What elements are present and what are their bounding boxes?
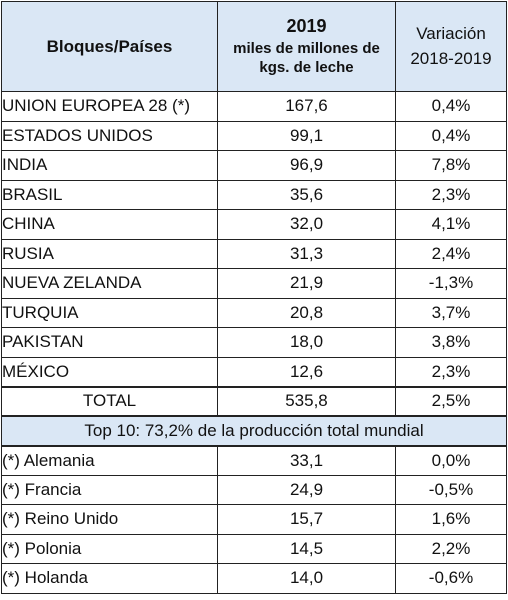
eu-row-variation: 0,0% [395,445,507,476]
eu-country-row: (*) Holanda 14,0 -0,6% [1,563,507,594]
eu-row-name: (*) Holanda [1,563,218,594]
eu-row-value: 33,1 [217,445,396,476]
header-variation: Variación 2018-2019 [395,1,507,92]
table-row: NUEVA ZELANDA 21,9 -1,3% [1,268,507,299]
row-name: ESTADOS UNIDOS [1,120,218,151]
eu-row-variation: 1,6% [395,504,507,535]
row-variation: 2,3% [395,356,507,387]
row-variation: 3,8% [395,327,507,358]
row-value: 35,6 [217,179,396,210]
row-variation: 4,1% [395,209,507,240]
row-name: NUEVA ZELANDA [1,268,218,299]
row-name: PAKISTAN [1,327,218,358]
table-row: BRASIL 35,6 2,3% [1,179,507,210]
row-name: MÉXICO [1,356,218,387]
table-row: PAKISTAN 18,0 3,8% [1,327,507,358]
header-unit-line2: kgs. de leche [259,59,354,77]
row-value: 18,0 [217,327,396,358]
eu-row-value: 14,5 [217,533,396,564]
top10-note: Top 10: 73,2% de la producción total mun… [1,415,507,447]
eu-row-value: 15,7 [217,504,396,535]
table-row: MÉXICO 12,6 2,3% [1,356,507,387]
eu-country-row: (*) Polonia 14,5 2,2% [1,533,507,564]
eu-row-value: 14,0 [217,563,396,594]
eu-country-row: (*) Francia 24,9 -0,5% [1,474,507,505]
header-variation-line2: 2018-2019 [410,48,492,68]
table-row: ESTADOS UNIDOS 99,1 0,4% [1,120,507,151]
eu-row-name: (*) Francia [1,474,218,505]
header-variation-line1: Variación [416,23,486,43]
eu-row-name: (*) Alemania [1,445,218,476]
row-value: 21,9 [217,268,396,299]
row-variation: 3,7% [395,297,507,328]
total-label: TOTAL [1,385,218,417]
eu-row-name: (*) Reino Unido [1,504,218,535]
total-variation: 2,5% [395,385,507,417]
row-value: 20,8 [217,297,396,328]
row-variation: 7,8% [395,150,507,181]
header-year: 2019 [286,16,327,37]
row-value: 167,6 [217,91,396,122]
row-name: RUSIA [1,238,218,269]
header-row: Bloques/Países 2019 miles de millones de… [1,1,507,92]
row-value: 32,0 [217,209,396,240]
total-value: 535,8 [217,385,396,417]
eu-country-row: (*) Reino Unido 15,7 1,6% [1,504,507,535]
row-variation: 2,4% [395,238,507,269]
row-value: 31,3 [217,238,396,269]
row-variation: 0,4% [395,120,507,151]
header-unit-line1: miles de millones de [233,39,380,57]
table-row: CHINA 32,0 4,1% [1,209,507,240]
table-header: Bloques/Países 2019 miles de millones de… [1,1,507,92]
eu-row-value: 24,9 [217,474,396,505]
row-variation: 2,3% [395,179,507,210]
header-block-country: Bloques/Países [1,1,218,92]
eu-row-name: (*) Polonia [1,533,218,564]
eu-country-row: (*) Alemania 33,1 0,0% [1,445,507,476]
total-row: TOTAL 535,8 2,5% [1,385,507,417]
row-variation: 0,4% [395,91,507,122]
table-row: TURQUIA 20,8 3,7% [1,297,507,328]
table-row: UNION EUROPEA 28 (*) 167,6 0,4% [1,91,507,122]
eu-row-variation: -0,5% [395,474,507,505]
row-name: TURQUIA [1,297,218,328]
row-name: UNION EUROPEA 28 (*) [1,91,218,122]
row-value: 96,9 [217,150,396,181]
row-name: BRASIL [1,179,218,210]
table-row: RUSIA 31,3 2,4% [1,238,507,269]
header-production: 2019 miles de millones de kgs. de leche [217,1,396,92]
row-variation: -1,3% [395,268,507,299]
note-row: Top 10: 73,2% de la producción total mun… [1,415,507,447]
table-row: INDIA 96,9 7,8% [1,150,507,181]
row-name: CHINA [1,209,218,240]
row-value: 12,6 [217,356,396,387]
row-value: 99,1 [217,120,396,151]
eu-row-variation: -0,6% [395,563,507,594]
eu-row-variation: 2,2% [395,533,507,564]
row-name: INDIA [1,150,218,181]
table-body: UNION EUROPEA 28 (*) 167,6 0,4% ESTADOS … [1,91,507,594]
